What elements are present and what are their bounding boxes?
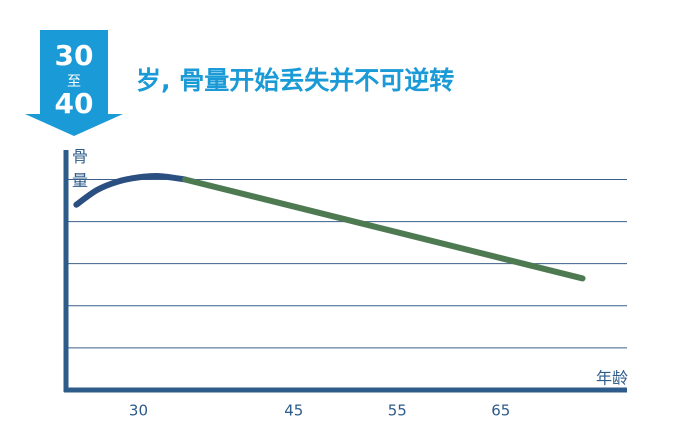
x-tick-label: 30 <box>129 402 148 420</box>
x-tick-label: 65 <box>491 402 510 420</box>
series-line <box>182 176 586 282</box>
x-tick-label: 45 <box>284 402 303 420</box>
badge-top: 30 <box>55 39 94 72</box>
badge-middle: 至 <box>67 74 81 90</box>
x-tick-label: 55 <box>388 402 407 420</box>
y-axis-label: 骨量 <box>72 147 88 190</box>
badge-bottom: 40 <box>55 87 94 120</box>
series-line <box>73 173 189 208</box>
x-axis-label: 年龄 <box>596 369 628 388</box>
badge-arrow <box>25 30 123 136</box>
chart-title: 岁, 骨量开始丢失并不可逆转 <box>136 66 454 95</box>
